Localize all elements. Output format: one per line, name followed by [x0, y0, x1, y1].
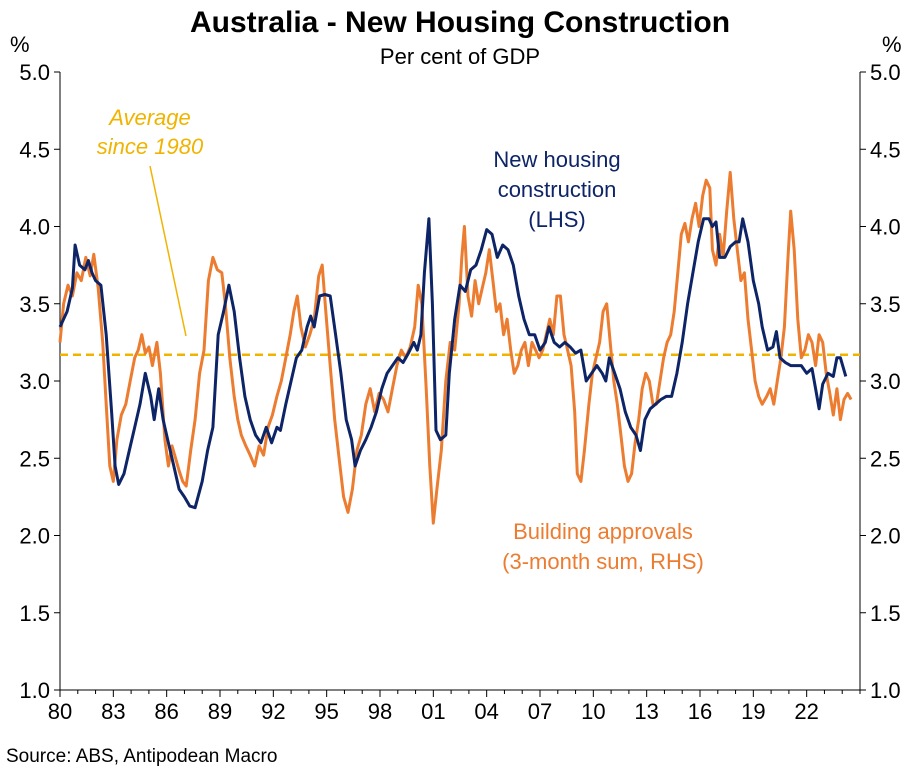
left-tick-label: 4.0 [19, 215, 50, 240]
construction-label-line3: (LHS) [528, 207, 585, 232]
x-tick-label: 07 [528, 699, 552, 724]
x-tick-label: 22 [794, 699, 818, 724]
annotation-approvals: Building approvals (3-month sum, RHS) [502, 519, 704, 574]
construction-label-line2: construction [498, 177, 617, 202]
right-tick-label: 2.0 [870, 524, 901, 549]
right-tick-label: 1.0 [870, 678, 901, 703]
left-axis-unit: % [10, 32, 30, 57]
x-tick-label: 80 [48, 699, 72, 724]
annotation-average: Average since 1980 [97, 105, 204, 337]
right-tick-label: 5.0 [870, 60, 901, 85]
right-axis-unit: % [882, 32, 902, 57]
x-tick-label: 98 [368, 699, 392, 724]
x-tick-label: 95 [314, 699, 338, 724]
chart-subtitle: Per cent of GDP [380, 44, 540, 69]
right-tick-label: 4.0 [870, 215, 901, 240]
x-tick-label: 92 [261, 699, 285, 724]
x-tick-label: 13 [634, 699, 658, 724]
left-tick-label: 2.5 [19, 446, 50, 471]
left-tick-label: 2.0 [19, 524, 50, 549]
approvals-label-line1: Building approvals [513, 519, 693, 544]
approvals-label-line2: (3-month sum, RHS) [502, 549, 704, 574]
x-tick-label: 04 [474, 699, 498, 724]
plot-area: 1.0 1.5 2.0 2.5 3.0 3.5 4.0 4.5 5.0 1.0 1.5 2.0 2.5… [19, 60, 900, 724]
left-tick-label: 1.5 [19, 601, 50, 626]
right-tick-label: 4.5 [870, 137, 901, 162]
x-tick-label: 10 [581, 699, 605, 724]
left-tick-labels: 1.0 1.5 2.0 2.5 3.0 3.5 4.0 4.5 5.0 [19, 60, 60, 703]
x-tick-label: 86 [154, 699, 178, 724]
x-tick-label: 83 [101, 699, 125, 724]
source-note: Source: ABS, Antipodean Macro [6, 746, 277, 767]
left-tick-label: 1.0 [19, 678, 50, 703]
left-tick-label: 3.5 [19, 292, 50, 317]
right-tick-label: 3.5 [870, 292, 901, 317]
right-tick-label: 3.0 [870, 369, 901, 394]
x-tick-label: 16 [688, 699, 712, 724]
average-label-line1: Average [107, 105, 191, 130]
series-line-building-approvals [58, 170, 853, 525]
annotation-construction: New housing construction (LHS) [493, 147, 620, 232]
right-tick-label: 1.5 [870, 601, 901, 626]
right-tick-labels: 1.0 1.5 2.0 2.5 3.0 3.5 4.0 4.5 5.0 [860, 60, 901, 703]
x-tick-label: 89 [208, 699, 232, 724]
x-tick-label: 19 [741, 699, 765, 724]
construction-label-line1: New housing [493, 147, 620, 172]
right-tick-label: 2.5 [870, 446, 901, 471]
left-tick-label: 4.5 [19, 137, 50, 162]
average-pointer [149, 165, 187, 337]
average-label-line2: since 1980 [97, 134, 204, 159]
left-tick-label: 3.0 [19, 369, 50, 394]
chart-title: Australia - New Housing Construction [190, 6, 730, 39]
left-tick-label: 5.0 [19, 60, 50, 85]
x-tick-label: 01 [421, 699, 445, 724]
x-tick-labels: 80 83 86 89 92 95 98 01 04 07 10 13 16 19 22 [48, 690, 861, 724]
series-line-new-housing-construction [58, 217, 848, 510]
